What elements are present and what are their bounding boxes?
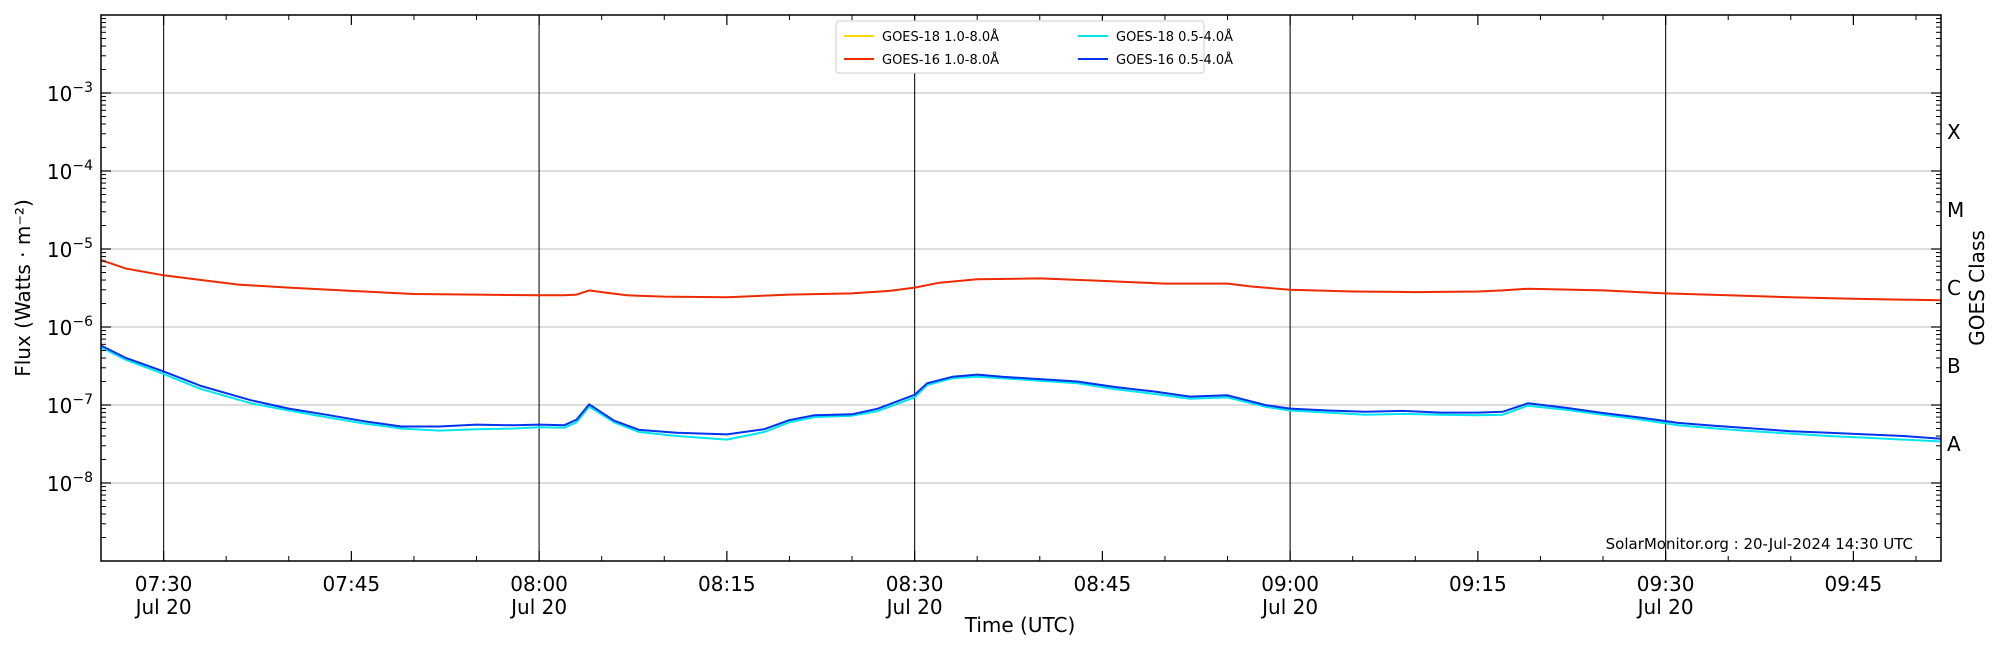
legend-label: GOES-18 1.0-8.0Å <box>882 29 999 45</box>
x-tick-label: 07:30 <box>135 572 193 596</box>
credit-text: SolarMonitor.org : 20-Jul-2024 14:30 UTC <box>1606 535 1913 553</box>
x-tick-date-label: Jul 20 <box>1636 595 1694 619</box>
goes-class-label: B <box>1947 354 1961 378</box>
x-axis-label: Time (UTC) <box>964 613 1076 637</box>
legend-box <box>835 20 1205 74</box>
y-axis-label: Flux (Watts · m⁻²) <box>11 199 35 377</box>
x-tick-label: 08:00 <box>510 572 568 596</box>
x-tick-label: 09:30 <box>1637 572 1695 596</box>
x-tick-label: 07:45 <box>323 572 381 596</box>
y-tick-labels: 10−8 10−7 10−6 10−5 10−4 10−3 <box>47 80 93 496</box>
y-tick-label: 10−5 <box>47 236 93 262</box>
chart-legend: GOES-18 1.0-8.0Å GOES-16 1.0-8.0Å GOES-18 … <box>835 20 1233 74</box>
plot-frame <box>100 14 1942 562</box>
x-tick-label: 09:15 <box>1449 572 1507 596</box>
x-tick-date-label: Jul 20 <box>134 595 192 619</box>
series-line <box>100 344 1942 440</box>
x-tick-label: 08:45 <box>1074 572 1132 596</box>
y-tick-label: 10−6 <box>47 314 93 340</box>
y-tick-label: 10−3 <box>47 80 93 106</box>
grid-lines <box>101 92 1941 484</box>
x-tick-label: 09:45 <box>1825 572 1883 596</box>
y-tick-label: 10−4 <box>47 158 93 184</box>
legend-label: GOES-18 0.5-4.0Å <box>1116 29 1233 45</box>
day-marker-lines <box>162 15 1667 561</box>
goes-class-label: C <box>1947 276 1961 300</box>
goes-class-label: M <box>1947 198 1964 222</box>
legend-label: GOES-16 0.5-4.0Å <box>1116 52 1233 68</box>
x-tick-date-label: Jul 20 <box>885 595 943 619</box>
x-tick-date-label: Jul 20 <box>509 595 567 619</box>
x-tick-date-label: Jul 20 <box>1260 595 1318 619</box>
goes-class-labels: A B C M X <box>1947 120 1964 456</box>
axis-ticks <box>100 15 1941 561</box>
goes-class-label: A <box>1947 432 1961 456</box>
goes-class-label: X <box>1947 120 1961 144</box>
series-line <box>100 346 1942 443</box>
y-tick-label: 10−7 <box>47 392 93 418</box>
series-lines <box>100 259 1942 443</box>
series-line <box>100 259 1942 302</box>
y-tick-label: 10−8 <box>47 470 93 496</box>
x-tick-label: 08:30 <box>886 572 944 596</box>
x-tick-label: 08:15 <box>698 572 756 596</box>
x-tick-label: 09:00 <box>1261 572 1319 596</box>
right-axis-label: GOES Class <box>1965 230 1989 346</box>
legend-label: GOES-16 1.0-8.0Å <box>882 52 999 68</box>
